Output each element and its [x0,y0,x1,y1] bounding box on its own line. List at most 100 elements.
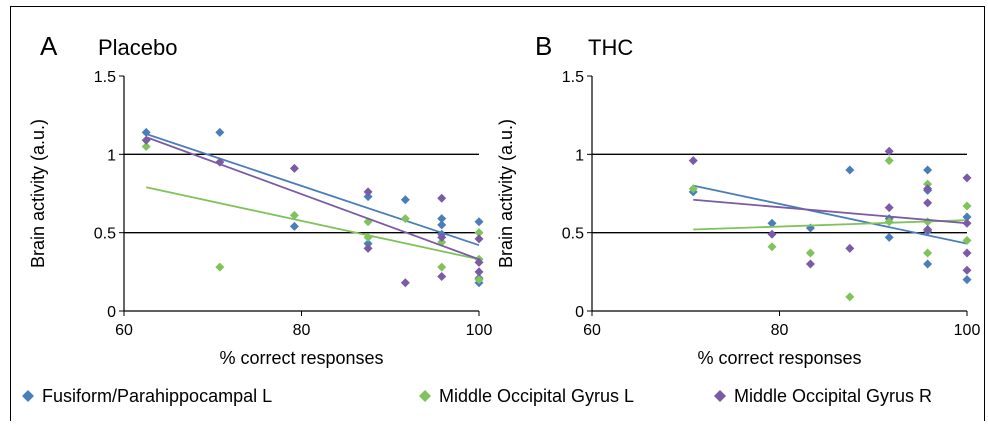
data-point [884,232,894,242]
y-tick-label: 0 [107,304,116,321]
data-point [923,179,933,189]
data-point [962,236,972,245]
data-point [437,193,447,203]
x-tick-label: 100 [466,322,493,339]
panel-b: B THC 0 0.5 1 1.5 60 80 100 % correct responses Br… [496,31,980,368]
x-axis-label: % correct responses [697,348,861,368]
x-tick-label: 60 [583,322,601,339]
data-point [289,163,299,173]
data-point [767,218,777,228]
trend-line [693,184,968,245]
data-point [923,217,933,227]
data-point [474,228,484,238]
data-point [805,248,815,258]
data-point [474,257,484,267]
data-point [363,239,373,249]
x-tick-label: 100 [954,322,981,339]
data-point [962,248,972,258]
data-point [474,234,484,244]
legend-label-middle-occipital-gyrus-l: Middle Occipital Gyrus L [439,386,634,406]
data-point [845,165,855,175]
data-point [923,165,933,175]
data-point [884,203,894,213]
data-point [363,187,373,197]
data-point [884,156,894,166]
data-point [923,198,933,208]
data-point [141,142,151,151]
trend-line [145,186,480,261]
legend-label-middle-occipital-gyrus-r: Middle Occipital Gyrus R [734,386,932,406]
legend-marker-middle-occipital-gyrus-l [419,390,431,402]
y-axis-label: Brain activity (a.u.) [496,119,516,268]
x-axis-label: % correct responses [219,348,383,368]
legend-marker-fusiform-parahippocampal-l [22,390,34,402]
x-tick-label: 60 [115,322,133,339]
data-point [767,242,777,252]
data-point [215,262,225,272]
data-point [363,232,373,242]
data-point [962,212,972,222]
panel-title: THC [588,35,633,60]
data-point [289,221,299,231]
legend-label-fusiform-parahippocampal-l: Fusiform/Parahippocampal L [42,386,272,406]
data-point [141,135,151,145]
trend-line [145,133,480,247]
series-middle-occipital-gyrus-l [688,156,972,302]
data-point [962,265,972,275]
data-point [474,217,484,227]
data-point [437,272,447,282]
y-tick-label: 0 [575,304,584,321]
trend-line [693,198,968,225]
trend-line [693,219,968,231]
data-point [767,229,777,239]
data-point [962,275,972,285]
series-middle-occipital-gyrus-r [688,146,972,275]
data-point [884,146,894,156]
data-point [923,259,933,269]
data-point [363,243,373,253]
data-point [923,184,933,194]
data-point [845,243,855,253]
data-point [805,259,815,269]
data-point [141,127,151,137]
data-point [688,184,698,194]
panel-title: Placebo [98,35,178,60]
panel-a: A Placebo 0 0.5 1 1.5 60 80 100 % correct respons… [28,31,492,368]
data-point [400,278,410,288]
x-tick-label: 80 [293,322,311,339]
data-point [363,192,373,202]
data-point [688,156,698,166]
data-point [962,173,972,183]
y-tick-label: 1.5 [562,69,584,86]
data-point [400,214,410,224]
data-point [845,292,855,302]
panel-letter: A [40,31,58,61]
series-middle-occipital-gyrus-l [141,142,484,285]
data-point [474,275,484,285]
data-point [923,225,933,235]
panel-letter: B [535,31,552,61]
data-point [215,127,225,137]
series-fusiform-parahippocampal-l [141,127,484,288]
data-point [437,262,447,272]
data-point [215,157,225,167]
series-middle-occipital-gyrus-r [141,135,484,288]
trend-line [145,136,480,261]
y-tick-label: 1 [575,147,584,164]
figure-frame [10,6,985,421]
y-tick-label: 1 [107,147,116,164]
data-point [437,232,447,242]
y-tick-label: 0.5 [562,226,584,243]
data-point [437,220,447,230]
y-axis-label: Brain activity (a.u.) [28,119,48,268]
data-point [400,195,410,205]
data-point [289,210,299,220]
data-point [962,201,972,211]
data-point [923,248,933,258]
data-point [474,267,484,277]
y-tick-label: 1.5 [94,69,116,86]
data-point [437,214,447,224]
x-tick-label: 80 [771,322,789,339]
